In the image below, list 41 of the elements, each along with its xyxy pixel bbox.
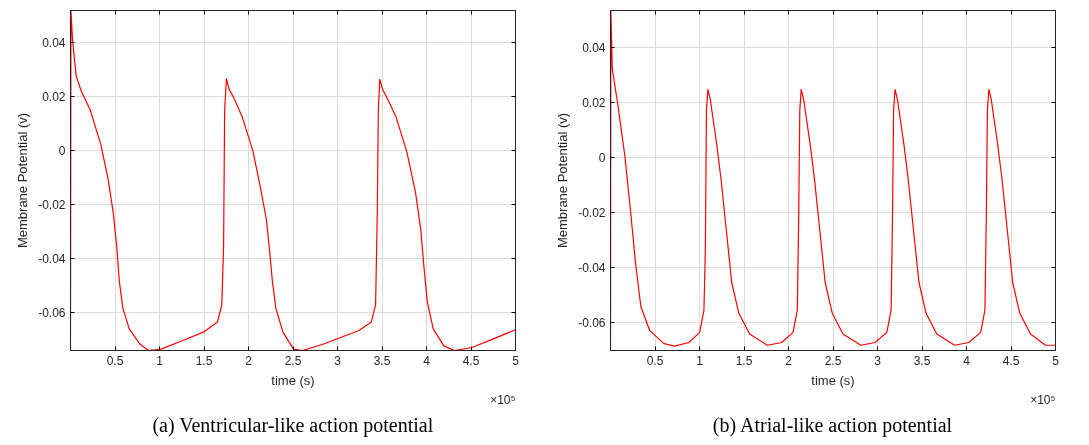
x-tick-label: 2.5 (824, 353, 842, 368)
x-tick-label: 1.5 (735, 353, 753, 368)
y-tick-label: 0.02 (582, 96, 606, 111)
x-tick-label: 3.5 (913, 353, 931, 368)
y-tick-label: 0.04 (582, 41, 606, 56)
x-axis-title: time (s) (271, 372, 315, 388)
x-tick-label: 1 (696, 353, 704, 368)
y-tick-label: 0.04 (42, 36, 66, 51)
y-tick-label: 0 (58, 144, 66, 159)
x-tick-label: 1.5 (195, 353, 213, 368)
y-tick-label: -0.04 (578, 261, 606, 276)
y-tick-label: 0.02 (42, 90, 66, 105)
x-tick-label: 4.5 (1002, 353, 1020, 368)
x-tick-label: 2 (785, 353, 793, 368)
x-tick-label: 3.5 (373, 353, 391, 368)
y-axis-title: Membrane Potential (v) (15, 112, 31, 249)
y-tick-label: -0.06 (578, 316, 606, 331)
x-tick-label: 0.5 (106, 353, 124, 368)
text: ×10⁵ (1030, 392, 1056, 407)
x-axis-title: time (s) (811, 372, 855, 388)
line-series (70, 10, 516, 351)
y-tick-label: 0 (598, 151, 606, 166)
x-tick-label: 2 (245, 353, 253, 368)
x-tick-label: 1 (156, 353, 164, 368)
y-tick-label: -0.04 (38, 252, 66, 267)
x-tick-label: 4.5 (462, 353, 480, 368)
text: (a) Ventricular-like action potential (152, 413, 434, 437)
y-tick-label: -0.02 (38, 198, 66, 213)
x-tick-label: 5 (1052, 353, 1060, 368)
y-tick-label: -0.02 (578, 206, 606, 221)
x-tick-label: 3 (334, 353, 342, 368)
x-tick-label: 0.5 (646, 353, 664, 368)
x-tick-label: 2.5 (284, 353, 302, 368)
x-tick-label: 4 (423, 353, 431, 368)
y-axis-title: Membrane Potential (v) (555, 112, 571, 249)
x-tick-label: 5 (512, 353, 520, 368)
x-tick-label: 3 (874, 353, 882, 368)
y-tick-label: -0.06 (38, 306, 66, 321)
text: ×10⁵ (490, 392, 516, 407)
text: (b) Atrial-like action potential (712, 413, 953, 437)
x-tick-label: 4 (963, 353, 971, 368)
